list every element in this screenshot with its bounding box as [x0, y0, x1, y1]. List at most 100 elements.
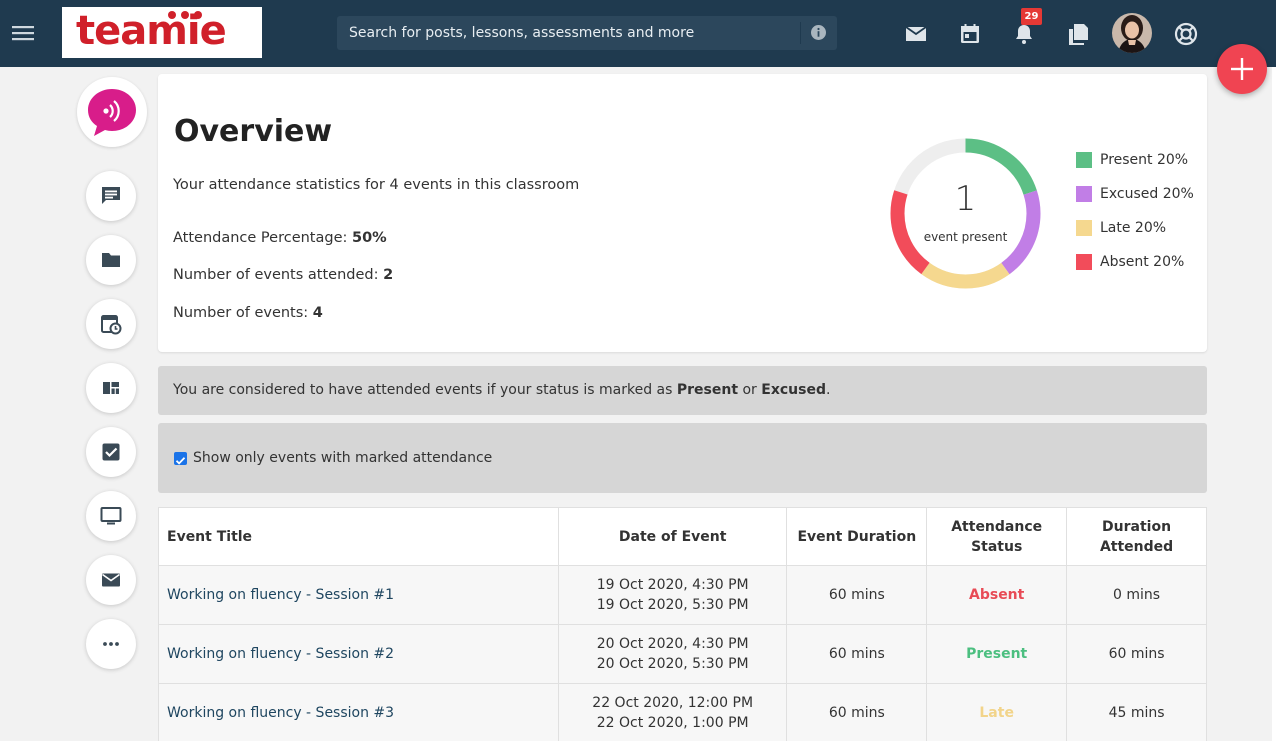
search-input[interactable]: Search for posts, lessons, assessments a…: [337, 16, 837, 50]
legend-label-excused: Excused 20%: [1100, 186, 1194, 202]
attendance-filter: Show only events with marked attendance: [158, 423, 1207, 493]
classroom-logo[interactable]: [77, 77, 147, 147]
event-duration: 60 mins: [786, 624, 928, 684]
avatar[interactable]: [1112, 13, 1152, 53]
avatar-photo: [1112, 13, 1152, 53]
sidebar-item-files[interactable]: [86, 235, 136, 285]
marked-attendance-checkbox[interactable]: [174, 452, 187, 465]
legend-label-absent: Absent 20%: [1100, 254, 1185, 270]
check-icon: [175, 457, 186, 465]
attendance-table: Event Title Date of Event Event Duration…: [158, 507, 1207, 741]
top-navbar: teamie Search for posts, lessons, assess…: [0, 0, 1276, 67]
legend-label-late: Late 20%: [1100, 220, 1167, 236]
header-status[interactable]: Attendance Status: [926, 507, 1068, 566]
event-title-link[interactable]: Working on fluency - Session #3: [158, 683, 559, 741]
duration-attended: 45 mins: [1066, 683, 1207, 741]
legend-excused: Excused 20%: [1076, 186, 1194, 204]
attendance-notice: You are considered to have attended even…: [158, 366, 1207, 415]
donut-slice-present: [890, 138, 1041, 289]
event-date: 20 Oct 2020, 4:30 PM 20 Oct 2020, 5:30 PM: [557, 624, 788, 684]
info-icon[interactable]: [810, 24, 827, 41]
plus-icon: [1231, 58, 1253, 80]
bell-icon[interactable]: [1012, 22, 1036, 46]
attendance-notice-text: You are considered to have attended even…: [173, 382, 830, 398]
notice-excused: Excused: [761, 382, 826, 398]
overview-card: Overview Your attendance statistics for …: [158, 74, 1207, 352]
monitor-icon: [100, 507, 122, 525]
event-title-link[interactable]: Working on fluency - Session #1: [158, 565, 559, 625]
attendance-percentage-label: Attendance Percentage:: [173, 230, 352, 246]
header-duration[interactable]: Event Duration: [786, 507, 928, 566]
checkbox-icon: [102, 443, 120, 461]
legend-present: Present 20%: [1076, 152, 1188, 170]
attendance-status: Absent: [926, 565, 1068, 625]
events-count-label: Number of events:: [173, 305, 313, 321]
attendance-status: Late: [926, 683, 1068, 741]
attendance-status: Present: [926, 624, 1068, 684]
event-end: 19 Oct 2020, 5:30 PM: [596, 597, 749, 613]
sidebar-item-attendance[interactable]: [86, 427, 136, 477]
sidebar-item-dashboard[interactable]: [86, 363, 136, 413]
mail-icon[interactable]: [904, 22, 928, 46]
duration-attended: 60 mins: [1066, 624, 1207, 684]
chat-icon: [102, 187, 120, 204]
header-event-title[interactable]: Event Title: [158, 507, 559, 566]
donut-slice-late: [890, 138, 1041, 289]
attendance-donut-chart: [890, 138, 1041, 289]
donut-center-value: 1: [954, 179, 977, 219]
duration-attended: 0 mins: [1066, 565, 1207, 625]
sidebar-item-more[interactable]: [86, 619, 136, 669]
sidebar-item-calendar[interactable]: [86, 299, 136, 349]
attendance-percentage-value: 50%: [352, 230, 387, 246]
teamie-logo[interactable]: teamie: [62, 7, 262, 58]
calendar-icon[interactable]: [958, 22, 982, 46]
copy-icon[interactable]: [1066, 22, 1090, 46]
menu-icon[interactable]: [12, 23, 34, 43]
legend-absent: Absent 20%: [1076, 254, 1184, 272]
events-attended-value: 2: [383, 267, 394, 283]
events-attended: Number of events attended: 2: [173, 267, 393, 283]
dashboard-icon: [103, 382, 119, 394]
notice-or: or: [738, 382, 762, 398]
sidebar-item-classroom[interactable]: [86, 491, 136, 541]
event-start: 22 Oct 2020, 12:00 PM: [592, 695, 754, 711]
table-row: Working on fluency - Session #3 22 Oct 2…: [158, 683, 1207, 741]
event-end: 20 Oct 2020, 5:30 PM: [596, 656, 749, 672]
classroom-logo-icon: [88, 89, 136, 136]
event-date: 22 Oct 2020, 12:00 PM 22 Oct 2020, 1:00 P…: [557, 683, 788, 741]
header-date[interactable]: Date of Event: [557, 507, 788, 566]
notice-prefix: You are considered to have attended even…: [173, 382, 677, 398]
marked-attendance-label[interactable]: Show only events with marked attendance: [193, 450, 493, 466]
folder-icon: [102, 253, 120, 267]
events-count-value: 4: [312, 305, 323, 321]
search-divider: [800, 22, 801, 44]
event-title-link[interactable]: Working on fluency - Session #2: [158, 624, 559, 684]
sidebar-item-posts[interactable]: [86, 171, 136, 221]
donut-slice-excused: [890, 138, 1041, 289]
notice-present: Present: [676, 382, 739, 398]
events-count: Number of events: 4: [173, 305, 323, 321]
overview-subtitle: Your attendance statistics for 4 events …: [173, 177, 580, 193]
sidebar-item-messages[interactable]: [86, 555, 136, 605]
legend-late: Late 20%: [1076, 220, 1166, 238]
event-duration: 60 mins: [786, 565, 928, 625]
legend-label-present: Present 20%: [1100, 152, 1189, 168]
event-start: 19 Oct 2020, 4:30 PM: [596, 577, 749, 593]
events-attended-label: Number of events attended:: [173, 267, 384, 283]
legend-swatch-absent: [1076, 254, 1092, 270]
help-icon[interactable]: [1174, 22, 1198, 46]
attendance-percentage: Attendance Percentage: 50%: [173, 230, 387, 246]
logo-dots: [168, 11, 202, 19]
more-icon: [103, 642, 119, 646]
table-row: Working on fluency - Session #2 20 Oct 2…: [158, 624, 1207, 684]
event-duration: 60 mins: [786, 683, 928, 741]
donut-center-label: event present: [923, 230, 1008, 244]
event-end: 22 Oct 2020, 1:00 PM: [596, 715, 749, 731]
mail-icon: [102, 573, 120, 587]
calendar-clock-icon: [101, 315, 122, 335]
notification-badge: 29: [1021, 8, 1042, 25]
add-button[interactable]: [1217, 44, 1267, 94]
header-duration-attended[interactable]: Duration Attended: [1066, 507, 1207, 566]
table-header-row: Event Title Date of Event Event Duration…: [158, 507, 1207, 566]
legend-swatch-excused: [1076, 186, 1092, 202]
